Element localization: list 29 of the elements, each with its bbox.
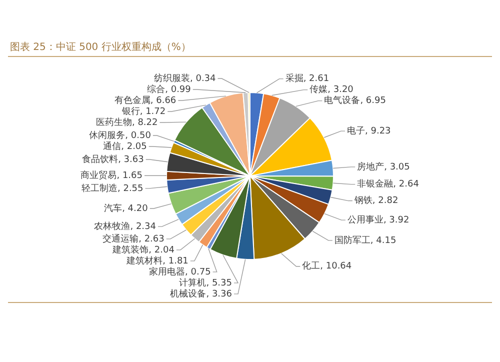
slice-label: 农林牧渔, 2.34 [94, 220, 156, 232]
slice-label: 建筑装饰, 2.04 [112, 244, 175, 256]
slice-label: 医药生物, 8.22 [96, 116, 158, 128]
slice-label: 家用电器, 0.75 [149, 266, 211, 278]
slice-label: 交通运输, 2.63 [102, 233, 164, 244]
slice-label: 银行, 1.72 [120, 106, 166, 117]
slice-label: 通信, 2.05 [103, 140, 147, 152]
slice-label: 电气设备, 6.95 [324, 95, 386, 106]
slice-label: 非银金融, 2.64 [357, 178, 420, 190]
slice-label: 机械设备, 3.36 [170, 288, 232, 300]
slice-label: 计算机, 5.35 [179, 277, 232, 288]
slice-label: 化工, 10.64 [302, 260, 352, 272]
slice-label: 建筑材料, 1.81 [126, 255, 188, 266]
slice-label: 电子, 9.23 [347, 125, 391, 136]
slice-label: 钢铁, 2.82 [353, 195, 398, 206]
slice-label: 纺织服装, 0.34 [154, 72, 216, 84]
slice-label: 房地产, 3.05 [357, 161, 410, 172]
slice-label: 商业贸易, 1.65 [80, 170, 142, 181]
slice-label: 公用事业, 3.92 [347, 214, 410, 226]
slice-label: 有色金属, 6.66 [114, 94, 176, 106]
slice-label: 食品饮料, 3.63 [82, 154, 144, 165]
slice-label: 采掘, 2.61 [285, 73, 330, 84]
slice-label: 国防军工, 4.15 [334, 234, 396, 246]
chart-title: 图表 25：中证 500 行业权重构成（%） [10, 40, 191, 54]
slice-label: 传媒, 3.20 [310, 84, 354, 96]
slice-label: 休闲服务, 0.50 [89, 130, 152, 141]
slice-label: 轻工制造, 2.55 [82, 182, 144, 194]
slice-label: 汽车, 4.20 [104, 202, 148, 214]
slice-label: 综合, 0.99 [147, 84, 192, 95]
